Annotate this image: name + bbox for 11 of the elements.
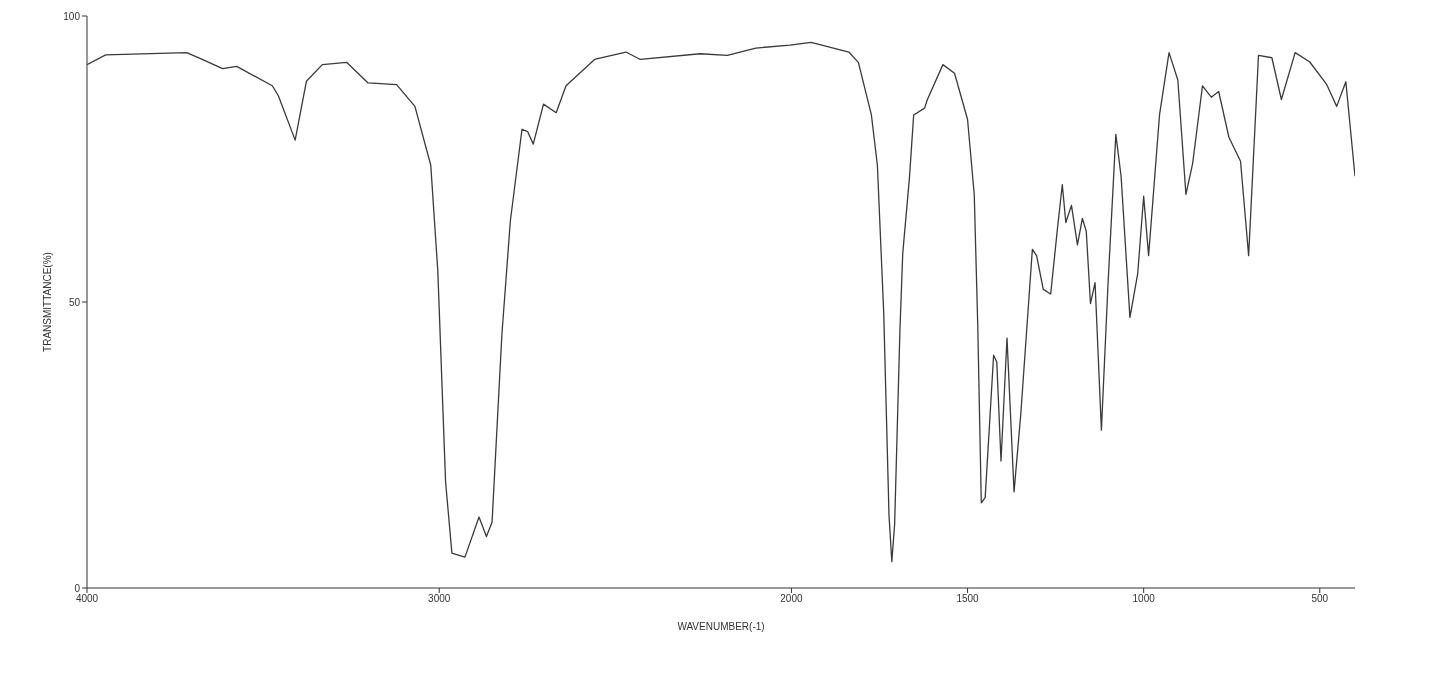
y-axis-title: TRANSMITTANCE(%) (41, 252, 53, 352)
x-tick-label: 500 (1311, 593, 1329, 605)
x-tick-label: 1500 (956, 593, 980, 605)
y-tick-label: 50 (68, 296, 81, 308)
x-tick-label: 1000 (1132, 593, 1156, 605)
x-tick-label: 4000 (75, 593, 99, 605)
x-tick-label: 2000 (780, 593, 803, 605)
x-axis-title: WAVENUMBER(-1) (677, 621, 765, 632)
y-tick-label: 100 (63, 10, 81, 22)
x-tick-label: 3000 (428, 593, 451, 605)
y-tick-label: 0 (74, 582, 81, 594)
